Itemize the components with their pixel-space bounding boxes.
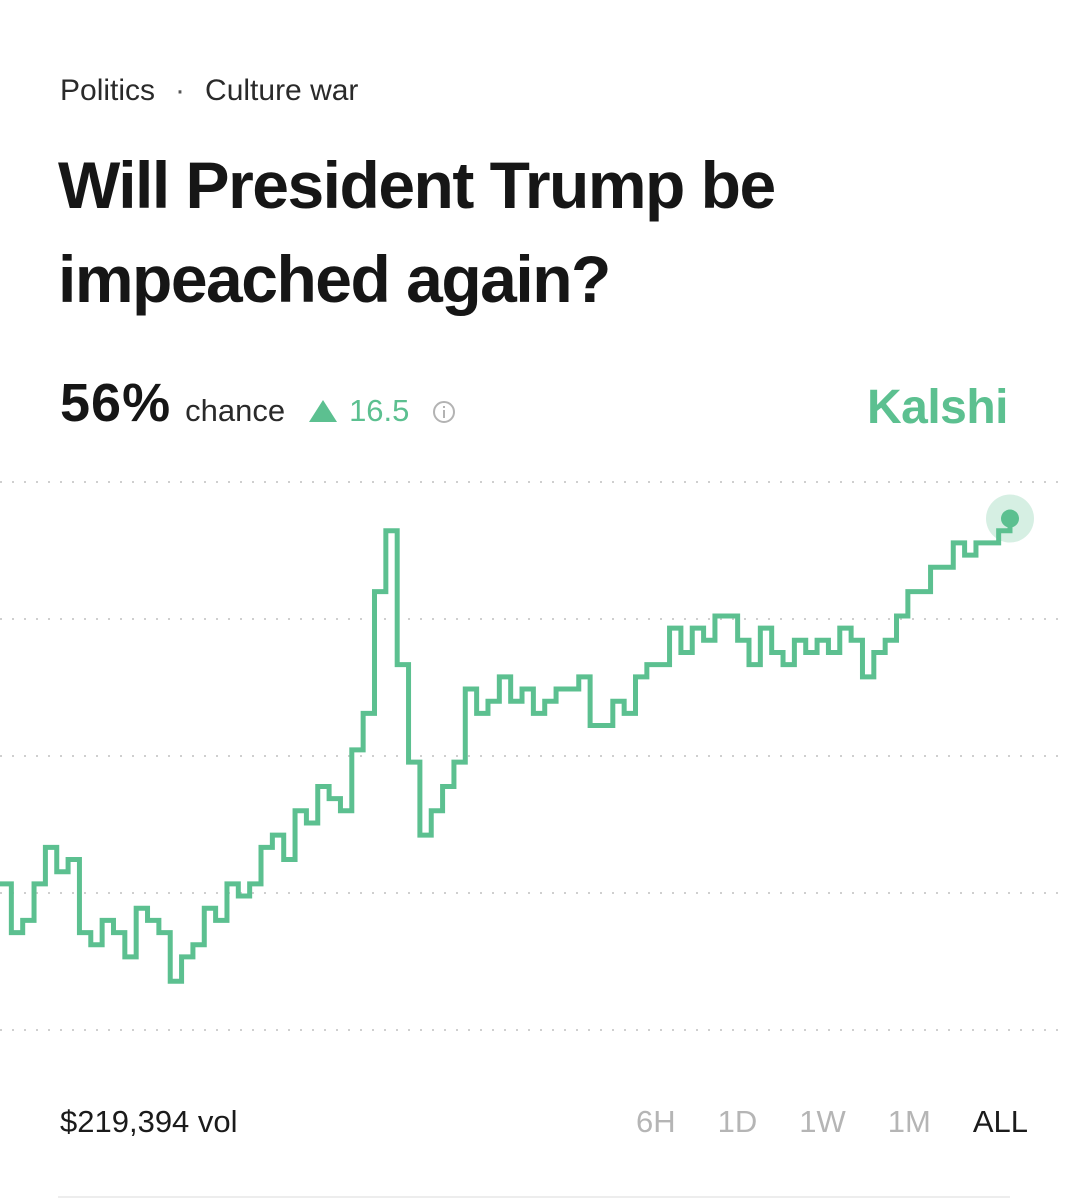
market-stats: 56% chance 16.5	[60, 372, 456, 442]
volume-label: $219,394 vol	[60, 1104, 238, 1139]
chance-label: chance	[185, 393, 286, 428]
breadcrumb-subcategory[interactable]: Culture war	[205, 74, 359, 107]
time-range-selector: 6H 1D 1W 1M ALL	[594, 1104, 1028, 1140]
range-1w[interactable]: 1W	[799, 1104, 846, 1139]
breadcrumb-separator: ·	[175, 74, 186, 107]
range-1d[interactable]: 1D	[717, 1104, 758, 1139]
kalshi-logo[interactable]: Kalshi	[866, 381, 1009, 434]
range-6h[interactable]: 6H	[635, 1104, 676, 1139]
current-point	[1001, 509, 1019, 528]
change-value: 16.5	[349, 393, 410, 428]
chance-percent: 56%	[60, 373, 172, 433]
chart-grid	[0, 481, 1068, 1031]
chance-line	[0, 518, 1013, 984]
up-triangle-icon	[309, 400, 338, 422]
market-title: Will President Trump be impeached again?	[58, 148, 776, 316]
change-indicator: 16.5	[309, 393, 409, 429]
range-1m[interactable]: 1M	[887, 1104, 931, 1139]
price-chart[interactable]	[0, 470, 1068, 1060]
info-icon[interactable]	[433, 401, 456, 423]
breadcrumb: Politics · Culture war	[60, 74, 358, 108]
range-all[interactable]: ALL	[972, 1104, 1028, 1139]
divider	[58, 1196, 1010, 1198]
breadcrumb-category[interactable]: Politics	[60, 74, 156, 107]
